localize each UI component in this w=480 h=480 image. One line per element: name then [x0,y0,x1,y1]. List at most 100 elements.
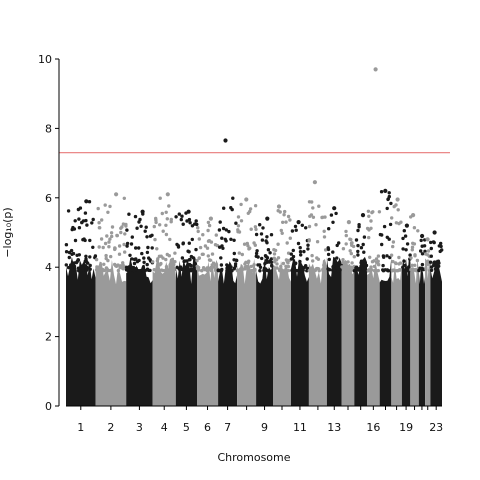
snp-point [142,260,146,264]
snp-point [350,261,354,265]
snp-point [296,241,301,246]
snp-point [145,267,150,271]
snp-point [420,252,425,256]
snp-point [207,258,212,262]
snp-point [250,268,254,273]
snp-point [206,267,211,272]
chr-20-points-band [410,258,419,406]
snp-point [213,243,218,247]
snp-point [140,251,144,256]
chr-20-peak-point [411,213,416,218]
snp-point [133,214,138,219]
snp-point [360,268,365,273]
snp-point [372,259,376,263]
snp-point [276,256,281,260]
snp-point [214,233,218,237]
snp-point [165,252,169,257]
snp-point [388,222,393,227]
snp-point [108,237,112,241]
snp-point [426,249,431,253]
snp-point [246,211,250,215]
snp-point [420,244,424,248]
snp-point [263,261,267,266]
snp-point [379,190,384,194]
snp-point [423,249,427,253]
snp-point [164,257,168,262]
snp-point [350,241,354,245]
snp-point [121,263,125,267]
snp-point [222,206,226,210]
snp-point [73,269,77,273]
snp-point [337,260,342,265]
snp-point [369,265,373,269]
snp-point [269,260,274,264]
snp-point [77,253,82,257]
snp-point [364,263,369,268]
snp-point [78,206,83,210]
snp-point [83,238,87,243]
snp-point [125,228,129,232]
snp-point [404,248,408,252]
snp-point [362,235,367,239]
snp-point [260,256,264,261]
snp-point [236,224,241,228]
snp-point [276,242,280,246]
snp-point [278,210,282,214]
snp-point [181,222,185,226]
snp-point [110,234,114,239]
snp-point [127,212,131,216]
snp-point [413,267,418,272]
snp-point [131,265,136,270]
snp-point [157,268,161,273]
chr-6-points-band [197,258,219,406]
chr-16-points-band [367,261,380,406]
x-tick-label: 7 [224,421,231,434]
y-tick-label: 4 [45,261,52,274]
snp-point [341,247,346,251]
snp-point [371,210,375,214]
snp-point [177,212,181,216]
snp-point [164,223,168,227]
snp-point [197,237,201,241]
chr-22-points-band [425,258,431,406]
snp-point [410,263,414,267]
snp-point [123,232,127,236]
snp-point [117,252,122,256]
snp-point [419,249,423,253]
snp-point [145,262,149,267]
snp-point [141,268,146,273]
snp-point [326,247,331,252]
snp-point [91,245,95,249]
snp-point [231,196,235,200]
y-tick-label: 0 [45,400,52,413]
snp-point [71,262,76,267]
chr-21-points-band [418,268,426,406]
snp-point [97,245,101,249]
y-tick-label: 8 [45,122,52,135]
snp-point [212,261,216,265]
snp-point [187,241,191,245]
snp-point [206,254,210,258]
snp-point [84,268,88,272]
x-tick-label: 6 [204,421,211,434]
snp-point [240,252,244,257]
y-tick-label: 6 [45,192,52,205]
snp-point [365,226,370,231]
snp-point [201,233,205,237]
snp-point [283,209,287,214]
snp-point [279,264,283,269]
snp-point [295,268,299,273]
snp-point [196,229,200,234]
snp-point [119,226,123,230]
snp-point [377,210,382,214]
snp-point [217,228,222,232]
snp-point [185,259,189,263]
snp-point [117,244,122,248]
snp-point [419,238,423,243]
snp-point [263,254,268,258]
snp-point [254,251,259,256]
snp-point [200,269,204,273]
chr-21-peak-point [420,233,425,239]
snp-point [168,237,172,242]
snp-point [304,226,308,230]
